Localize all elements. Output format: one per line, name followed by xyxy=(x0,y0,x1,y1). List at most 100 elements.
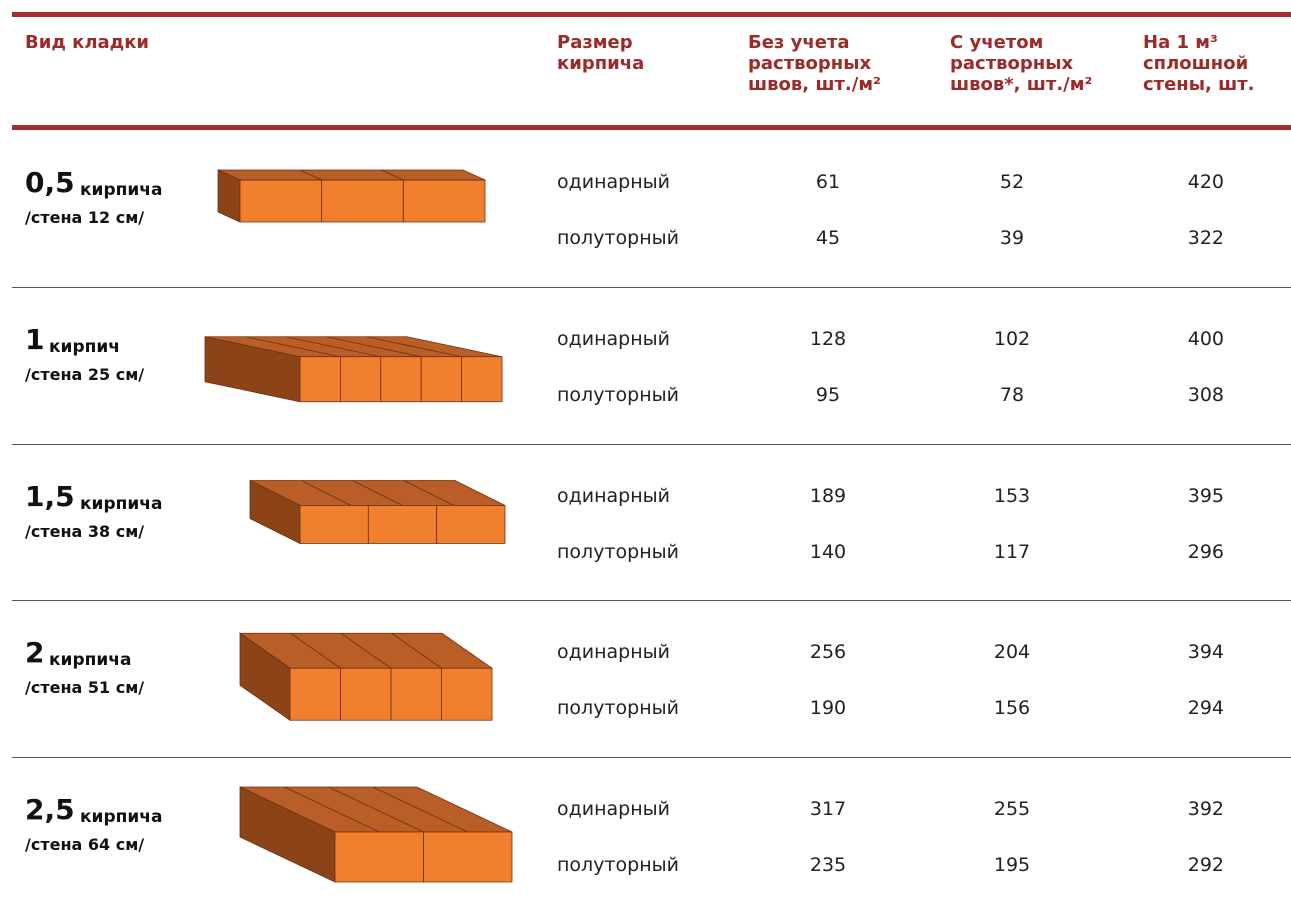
brick-face xyxy=(217,169,486,181)
brick-face xyxy=(441,667,493,721)
header-cell: Без учета xyxy=(748,32,850,53)
brick-joint xyxy=(285,336,381,358)
per-m3: 292 xyxy=(1187,854,1224,876)
brick-joint xyxy=(391,632,442,669)
layout-number: 1 xyxy=(25,322,45,356)
without-joints: 140 xyxy=(809,540,847,563)
layout-number: 2 xyxy=(25,636,45,670)
layout-number: 1,5 xyxy=(25,479,75,513)
brick-joint xyxy=(403,480,454,506)
header-cell: На 1 м³ xyxy=(1143,32,1218,53)
brick-joint xyxy=(352,480,403,506)
brick-face xyxy=(334,831,424,883)
row-separator xyxy=(12,757,1291,758)
layout-unit: кирпича xyxy=(80,180,163,200)
brick-face xyxy=(339,356,382,403)
per-m3: 308 xyxy=(1187,383,1224,406)
without-joints: 189 xyxy=(809,484,847,507)
brick-joint xyxy=(372,786,468,833)
brick-face xyxy=(289,667,341,721)
brick-face xyxy=(321,179,404,223)
layout-unit: кирпича xyxy=(49,650,132,671)
header-cell: Вид кладки xyxy=(25,32,150,53)
per-m3: 394 xyxy=(1187,641,1224,664)
brick-face xyxy=(402,179,486,223)
wall-thickness: /стена 25 см/ xyxy=(25,364,145,384)
header-cell: сплошной xyxy=(1143,53,1249,74)
row-separator xyxy=(12,600,1291,602)
per-m3: 400 xyxy=(1187,327,1224,350)
row-separator xyxy=(12,286,1291,288)
wall-thickness: /стена 38 см/ xyxy=(25,521,145,541)
header-cell: растворных xyxy=(950,53,1074,74)
with-joints: 39 xyxy=(999,227,1025,249)
brick-face xyxy=(299,356,341,403)
without-joints: 235 xyxy=(809,854,847,876)
header-cell: кирпича xyxy=(557,53,645,74)
with-joints: 195 xyxy=(993,854,1031,876)
without-joints: 61 xyxy=(815,171,841,193)
brick-face xyxy=(239,179,323,223)
with-joints: 78 xyxy=(999,383,1025,406)
brick-face xyxy=(420,356,463,403)
per-m3: 420 xyxy=(1187,171,1224,193)
brick-joint xyxy=(290,632,341,669)
layout-unit: кирпич xyxy=(49,336,120,357)
without-joints: 128 xyxy=(809,327,847,350)
with-joints: 117 xyxy=(993,540,1031,563)
header-rule xyxy=(12,125,1291,130)
layout-unit: кирпича xyxy=(80,807,163,827)
wall-thickness: /стена 12 см/ xyxy=(25,208,145,227)
brick-face xyxy=(299,505,369,544)
brick-face xyxy=(390,667,442,721)
header-cell: Размер xyxy=(557,32,633,53)
per-m3: 395 xyxy=(1187,484,1224,507)
without-joints: 256 xyxy=(809,641,847,664)
with-joints: 255 xyxy=(993,798,1031,820)
brick-joint xyxy=(340,632,392,669)
brick-size: одинарный xyxy=(557,798,671,820)
with-joints: 204 xyxy=(993,641,1031,664)
with-joints: 102 xyxy=(993,327,1031,350)
brick-joint xyxy=(326,336,422,358)
brick-size: одинарный xyxy=(557,484,671,507)
header-cell: швов*, шт./м² xyxy=(950,74,1093,95)
brick-face xyxy=(380,356,422,403)
brick-face xyxy=(367,505,438,544)
header-cell: С учетом xyxy=(950,32,1044,53)
brick-joint xyxy=(299,169,322,181)
brick-joint xyxy=(328,786,424,833)
top-rule xyxy=(12,12,1291,17)
per-m3: 392 xyxy=(1187,798,1224,820)
per-m3: 322 xyxy=(1187,227,1224,249)
with-joints: 52 xyxy=(999,171,1025,193)
brick-size: полуторный xyxy=(557,383,679,406)
without-joints: 190 xyxy=(809,697,847,720)
brick-size: полуторный xyxy=(557,854,679,876)
wall-thickness: /стена 64 см/ xyxy=(25,835,145,854)
layout-number: 2,5 xyxy=(25,793,75,826)
without-joints: 95 xyxy=(815,383,841,406)
without-joints: 45 xyxy=(815,227,841,249)
brick-joint xyxy=(301,480,352,506)
brick-size: одинарный xyxy=(557,171,671,193)
brick-size: полуторный xyxy=(557,697,679,720)
brick-face xyxy=(423,831,513,883)
without-joints: 317 xyxy=(809,798,847,820)
per-m3: 294 xyxy=(1187,697,1224,720)
layout-unit: кирпича xyxy=(80,493,163,514)
brick-joint xyxy=(366,336,462,358)
with-joints: 156 xyxy=(993,697,1031,720)
brick-joint xyxy=(284,786,380,833)
header-cell: стены, шт. xyxy=(1143,74,1255,95)
row-separator xyxy=(12,443,1291,445)
brick-face xyxy=(436,505,506,544)
layout-number: 0,5 xyxy=(25,166,75,199)
wall-thickness: /стена 51 см/ xyxy=(25,678,145,698)
brick-joint xyxy=(245,336,341,358)
with-joints: 153 xyxy=(993,484,1031,507)
brick-face xyxy=(340,667,392,721)
header-cell: швов, шт./м² xyxy=(748,74,881,95)
